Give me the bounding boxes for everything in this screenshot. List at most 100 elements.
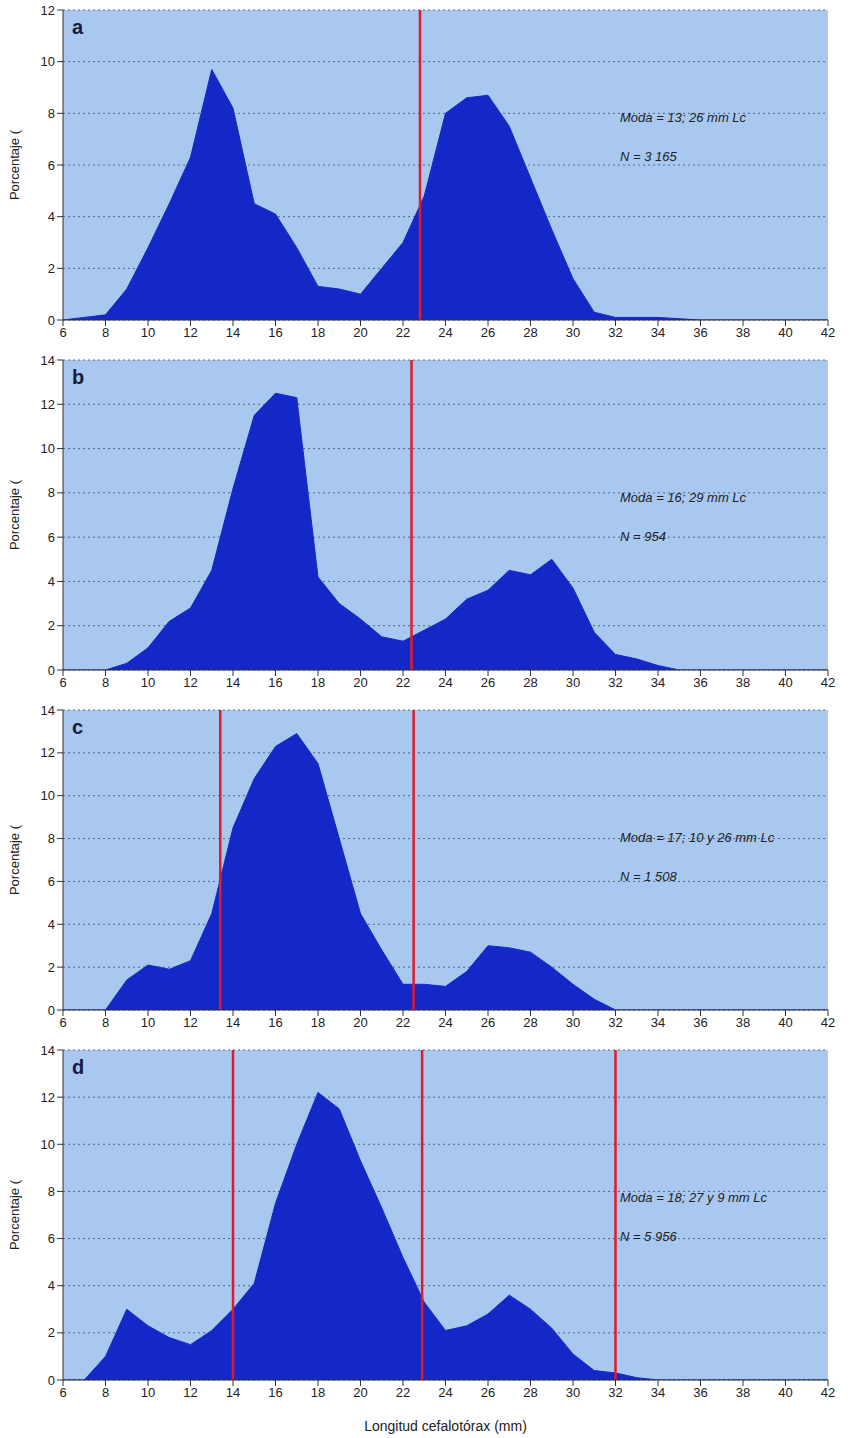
svg-text:16: 16 (268, 325, 282, 340)
svg-text:4: 4 (48, 1278, 55, 1293)
svg-text:30: 30 (566, 325, 580, 340)
svg-text:38: 38 (736, 1015, 750, 1030)
svg-text:22: 22 (396, 325, 410, 340)
svg-text:38: 38 (736, 1385, 750, 1400)
svg-text:14: 14 (226, 1385, 240, 1400)
svg-text:36: 36 (693, 325, 707, 340)
svg-text:Longitud cefalotórax (mm): Longitud cefalotórax (mm) (364, 1418, 527, 1434)
svg-text:0: 0 (48, 1373, 55, 1388)
svg-text:Porcentaje (: Porcentaje ( (7, 1179, 22, 1250)
svg-text:20: 20 (353, 325, 367, 340)
svg-text:12: 12 (183, 1385, 197, 1400)
svg-text:10: 10 (141, 1015, 155, 1030)
svg-text:Porcentaje (: Porcentaje ( (7, 824, 22, 895)
svg-text:40: 40 (778, 1015, 792, 1030)
svg-text:8: 8 (102, 675, 109, 690)
svg-text:10: 10 (41, 1137, 55, 1152)
svg-text:12: 12 (41, 397, 55, 412)
svg-text:38: 38 (736, 325, 750, 340)
svg-text:26: 26 (481, 675, 495, 690)
svg-text:12: 12 (41, 1090, 55, 1105)
svg-text:36: 36 (693, 1015, 707, 1030)
svg-text:14: 14 (41, 1043, 55, 1058)
svg-text:22: 22 (396, 1385, 410, 1400)
svg-text:Porcentaje (: Porcentaje ( (7, 129, 22, 200)
svg-text:10: 10 (41, 54, 55, 69)
svg-text:30: 30 (566, 675, 580, 690)
svg-text:32: 32 (608, 325, 622, 340)
svg-text:2: 2 (48, 618, 55, 633)
svg-text:8: 8 (48, 831, 55, 846)
svg-text:6: 6 (59, 1385, 66, 1400)
svg-text:8: 8 (48, 485, 55, 500)
svg-text:34: 34 (651, 675, 665, 690)
svg-text:14: 14 (226, 675, 240, 690)
svg-text:26: 26 (481, 1015, 495, 1030)
svg-text:26: 26 (481, 325, 495, 340)
svg-text:4: 4 (48, 209, 55, 224)
svg-text:2: 2 (48, 1325, 55, 1340)
svg-text:6: 6 (48, 874, 55, 889)
svg-text:26: 26 (481, 1385, 495, 1400)
svg-text:12: 12 (41, 3, 55, 18)
svg-text:42: 42 (821, 1015, 835, 1030)
svg-text:28: 28 (523, 1015, 537, 1030)
svg-text:16: 16 (268, 1015, 282, 1030)
svg-text:22: 22 (396, 1015, 410, 1030)
svg-text:30: 30 (566, 1385, 580, 1400)
svg-text:8: 8 (102, 325, 109, 340)
svg-text:20: 20 (353, 1015, 367, 1030)
svg-text:6: 6 (48, 1231, 55, 1246)
svg-text:6: 6 (59, 675, 66, 690)
svg-text:18: 18 (311, 325, 325, 340)
svg-text:Porcentaje (: Porcentaje ( (7, 479, 22, 550)
svg-text:12: 12 (183, 675, 197, 690)
svg-text:40: 40 (778, 1385, 792, 1400)
svg-text:36: 36 (693, 675, 707, 690)
svg-text:42: 42 (821, 325, 835, 340)
svg-text:10: 10 (141, 325, 155, 340)
svg-text:10: 10 (41, 441, 55, 456)
svg-text:8: 8 (48, 106, 55, 121)
svg-text:40: 40 (778, 325, 792, 340)
svg-text:4: 4 (48, 917, 55, 932)
svg-text:32: 32 (608, 675, 622, 690)
svg-text:2: 2 (48, 960, 55, 975)
svg-text:0: 0 (48, 1003, 55, 1018)
svg-text:34: 34 (651, 1015, 665, 1030)
svg-text:14: 14 (41, 353, 55, 368)
svg-text:12: 12 (183, 1015, 197, 1030)
svg-text:30: 30 (566, 1015, 580, 1030)
svg-text:10: 10 (141, 1385, 155, 1400)
svg-text:2: 2 (48, 261, 55, 276)
svg-text:28: 28 (523, 675, 537, 690)
svg-text:14: 14 (226, 325, 240, 340)
svg-text:32: 32 (608, 1385, 622, 1400)
svg-text:6: 6 (59, 325, 66, 340)
svg-text:38: 38 (736, 675, 750, 690)
svg-text:28: 28 (523, 325, 537, 340)
svg-text:12: 12 (183, 325, 197, 340)
svg-text:4: 4 (48, 574, 55, 589)
svg-text:0: 0 (48, 313, 55, 328)
svg-text:6: 6 (59, 1015, 66, 1030)
svg-text:18: 18 (311, 675, 325, 690)
svg-text:22: 22 (396, 675, 410, 690)
svg-text:36: 36 (693, 1385, 707, 1400)
svg-text:0: 0 (48, 663, 55, 678)
svg-text:24: 24 (438, 675, 452, 690)
svg-text:40: 40 (778, 675, 792, 690)
svg-text:34: 34 (651, 1385, 665, 1400)
svg-text:18: 18 (311, 1015, 325, 1030)
svg-text:32: 32 (608, 1015, 622, 1030)
svg-text:14: 14 (41, 703, 55, 718)
svg-text:24: 24 (438, 1385, 452, 1400)
svg-text:14: 14 (226, 1015, 240, 1030)
svg-text:8: 8 (102, 1015, 109, 1030)
svg-text:20: 20 (353, 675, 367, 690)
svg-text:20: 20 (353, 1385, 367, 1400)
svg-text:6: 6 (48, 158, 55, 173)
svg-text:24: 24 (438, 1015, 452, 1030)
svg-text:16: 16 (268, 675, 282, 690)
svg-text:42: 42 (821, 1385, 835, 1400)
